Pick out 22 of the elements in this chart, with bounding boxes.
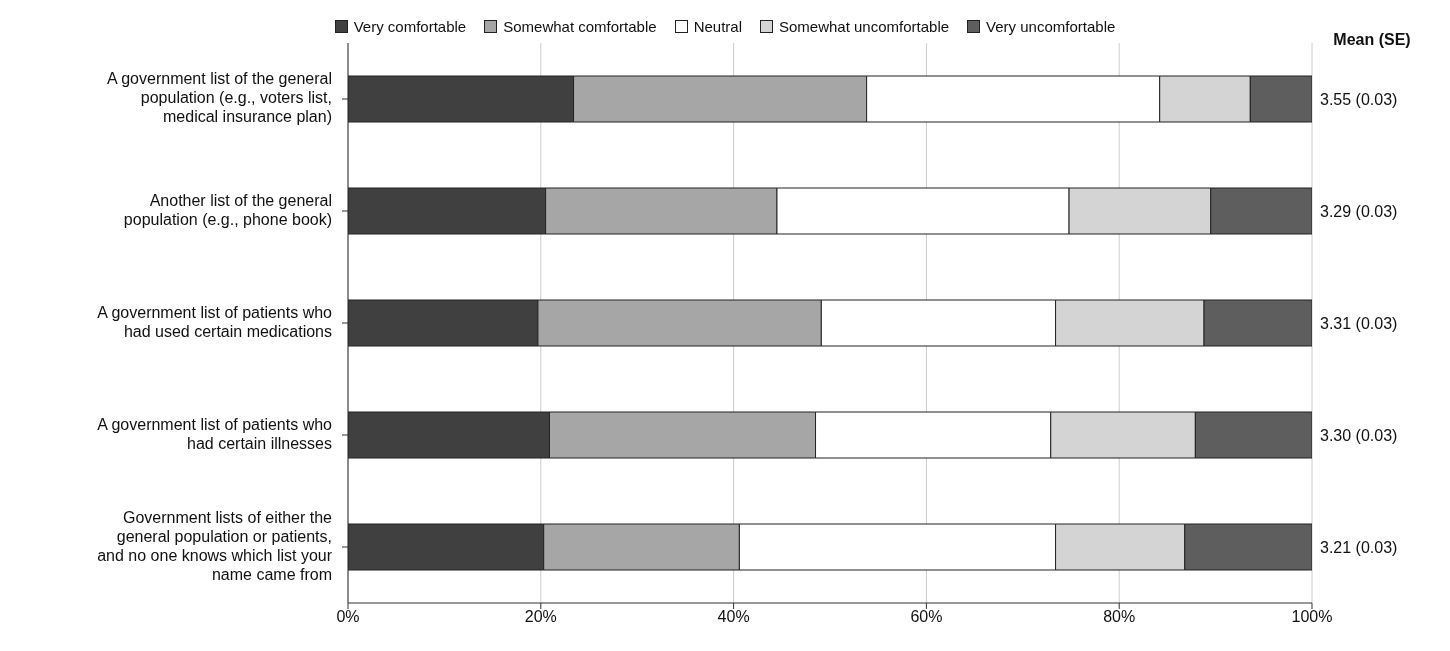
legend-label: Very uncomfortable (986, 18, 1116, 35)
text: 3.31 (0.03) (1320, 314, 1398, 332)
text: Mean (SE) (1333, 31, 1411, 48)
x-tick-label: 40% (717, 608, 750, 626)
x-tick-label: 0% (336, 608, 360, 626)
y-tick-label: Another list of the general population (e.g., phone book) (123, 191, 332, 228)
text: 3.30 (0.03) (1320, 426, 1398, 444)
legend-label: Somewhat uncomfortable (778, 18, 950, 35)
y-tick-label: A government list of patients who had certain illnesses (97, 415, 333, 452)
x-tick-label: 60% (910, 608, 943, 626)
text: 3.21 (0.03) (1320, 538, 1398, 556)
x-tick-label: 100% (1291, 608, 1333, 626)
legend-label: Neutral (693, 18, 742, 35)
text: 3.55 (0.03) (1320, 90, 1398, 108)
y-tick-label: Government lists of either the general population or patients, and no one knows which list your name came from (97, 508, 333, 583)
x-tick-label: 20% (524, 608, 557, 626)
legend-label: Somewhat comfortable (503, 18, 657, 35)
text: 3.29 (0.03) (1320, 202, 1398, 220)
legend-label: Very comfortable (353, 18, 467, 35)
y-tick-label: A government list of patients who had used certain medications (97, 303, 333, 340)
y-tick-label: A government list of the general population (e.g., voters list, medical insurance plan) (106, 70, 332, 126)
x-tick-label: 80% (1103, 608, 1136, 626)
